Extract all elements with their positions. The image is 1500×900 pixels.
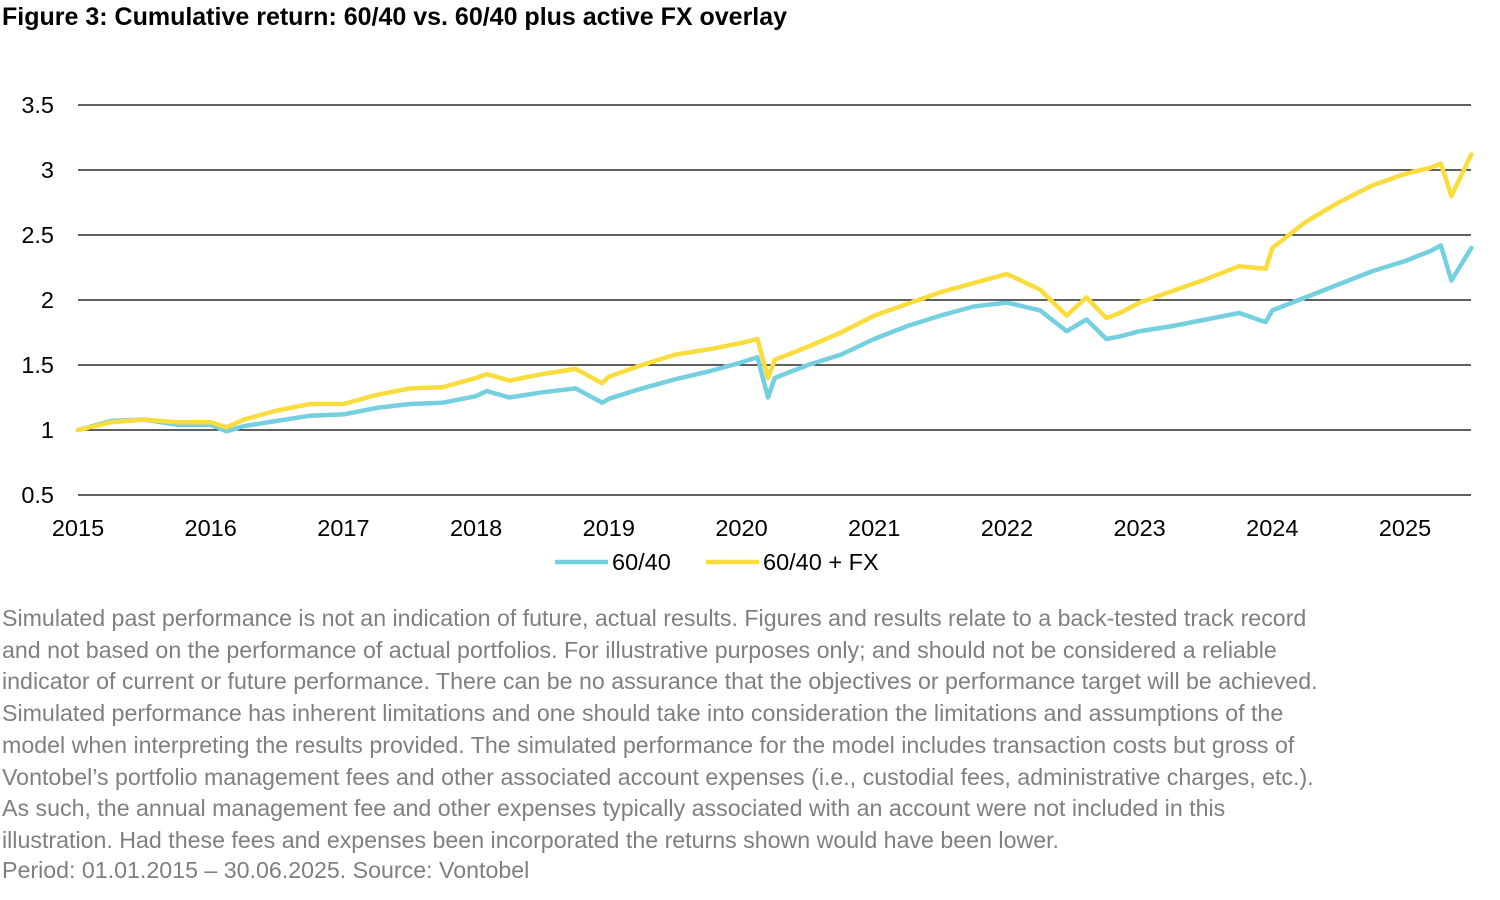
y-tick-label: 2.5 [21,222,54,248]
x-tick-label: 2025 [1379,515,1431,541]
note-line: As such, the annual management fee and o… [2,795,1226,822]
y-axis-ticks: 0.5 1 1.5 2 2.5 3 3.5 [21,92,54,508]
note-line: Simulated past performance is not an ind… [2,605,1307,631]
series-line-60-40-fx [75,152,1474,433]
note-line: illustration. Had these fees and expense… [2,826,1059,853]
x-tick-label: 2021 [848,515,900,541]
disclaimer-notes: Simulated past performance is not an ind… [2,603,1498,857]
line-chart: 0.5 1 1.5 2 2.5 3 3.5 2015 2016 2017 2018 2019 2020… [21,92,1474,575]
y-tick-label: 1.5 [21,352,54,378]
x-tick-label: 2016 [185,515,237,541]
x-tick-label: 2015 [52,515,104,541]
note-line: Vontobel’s portfolio management fees and… [2,763,1314,790]
y-tick-label: 2 [41,287,54,313]
legend-label: 60/40 + FX [763,549,879,575]
gridlines [78,104,1471,496]
note-line: and not based on the performance of actu… [2,636,1277,663]
chart-title: Figure 3: Cumulative return: 60/40 vs. 6… [2,3,788,31]
x-tick-label: 2019 [583,515,635,541]
x-tick-label: 2023 [1113,515,1165,541]
note-line: indicator of current or future performan… [2,668,1318,695]
x-tick-label: 2017 [317,515,369,541]
x-tick-label: 2024 [1246,515,1298,541]
x-axis-ticks: 2015 2016 2017 2018 2019 2020 2021 2022 2023 2024… [52,515,1431,541]
x-tick-label: 2018 [450,515,502,541]
series-lines [75,152,1474,434]
note-line: model when interpreting the results prov… [2,731,1295,758]
y-tick-label: 3 [41,157,54,183]
y-tick-label: 3.5 [21,92,54,118]
legend-label: 60/40 [612,549,671,575]
series-line-60-40 [75,243,1474,434]
legend: 60/40 60/40 + FX [555,549,879,575]
y-tick-label: 1 [41,417,54,443]
x-tick-label: 2020 [715,515,767,541]
note-line: Simulated performance has inherent limit… [2,700,1284,727]
period-source: Period: 01.01.2015 – 30.06.2025. Source:… [2,857,530,883]
x-tick-label: 2022 [981,515,1033,541]
y-tick-label: 0.5 [21,482,54,508]
